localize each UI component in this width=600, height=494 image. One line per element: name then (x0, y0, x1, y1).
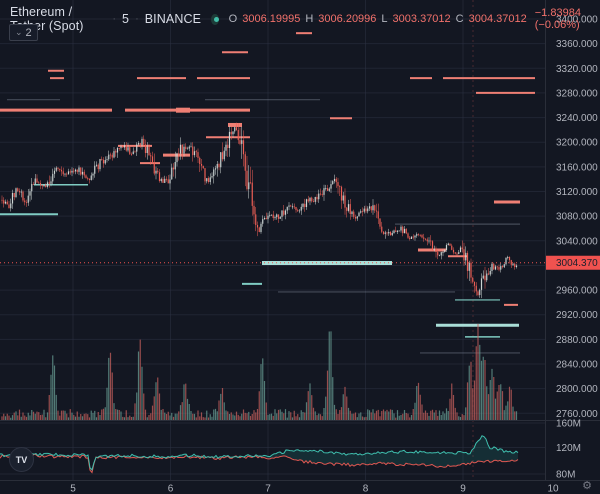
svg-text:9: 9 (460, 484, 466, 494)
svg-text:3280.000: 3280.000 (556, 88, 598, 99)
separator-dot: · (135, 13, 139, 25)
svg-text:3004.370: 3004.370 (556, 258, 598, 269)
svg-text:3080.000: 3080.000 (556, 212, 598, 223)
low-value: 3003.37012 (392, 13, 451, 25)
svg-text:3240.000: 3240.000 (556, 113, 598, 124)
svg-text:2840.000: 2840.000 (556, 360, 598, 371)
high-value: 3006.20996 (318, 13, 377, 25)
svg-text:2800.000: 2800.000 (556, 384, 598, 395)
tradingview-logo[interactable]: TV (9, 447, 34, 472)
svg-text:160M: 160M (556, 419, 581, 430)
symbol-title[interactable]: Ethereum / Tether (Spot) (10, 5, 84, 33)
svg-text:2880.000: 2880.000 (556, 335, 598, 346)
svg-text:7: 7 (265, 484, 271, 494)
chevron-down-icon: ⌄ (15, 27, 23, 37)
svg-text:3400.000: 3400.000 (556, 15, 598, 26)
svg-text:3360.000: 3360.000 (556, 39, 598, 50)
svg-text:3200.000: 3200.000 (556, 138, 598, 149)
svg-text:2960.000: 2960.000 (556, 286, 598, 297)
svg-text:2920.000: 2920.000 (556, 310, 598, 321)
svg-text:5: 5 (70, 484, 76, 494)
price-change: −1.83984 (−0.06%) (534, 7, 581, 31)
svg-text:80M: 80M (556, 470, 575, 481)
close-label: C (455, 13, 464, 25)
svg-text:8: 8 (363, 484, 369, 494)
svg-text:120M: 120M (556, 443, 581, 454)
market-status-icon[interactable] (211, 13, 219, 25)
svg-text:3120.000: 3120.000 (556, 187, 598, 198)
exchange-label[interactable]: BINANCE (144, 12, 202, 26)
indicators-collapse-button[interactable]: ⌄ 2 (9, 24, 38, 41)
svg-text:10: 10 (547, 484, 559, 494)
svg-text:3320.000: 3320.000 (556, 64, 598, 75)
ohlc-values: O 3006.19995 H 3006.20996 L 3003.37012 C 300… (229, 13, 527, 25)
interval-label[interactable]: 5 (122, 12, 130, 26)
svg-text:2760.000: 2760.000 (556, 409, 598, 420)
open-label: O (228, 13, 238, 25)
svg-text:3160.000: 3160.000 (556, 162, 598, 173)
svg-text:6: 6 (168, 484, 174, 494)
separator-dot: · (112, 13, 117, 25)
symbol-header[interactable]: Ethereum / Tether (Spot) · 5 · BINANCE O… (10, 5, 600, 33)
indicators-count: 2 (25, 26, 32, 39)
close-value: 3004.37012 (468, 13, 527, 25)
low-label: L (381, 13, 388, 25)
high-label: H (305, 13, 314, 25)
open-value: 3006.19995 (242, 13, 301, 25)
gear-icon[interactable]: ⚙ (582, 480, 592, 492)
svg-text:3040.000: 3040.000 (556, 236, 598, 247)
